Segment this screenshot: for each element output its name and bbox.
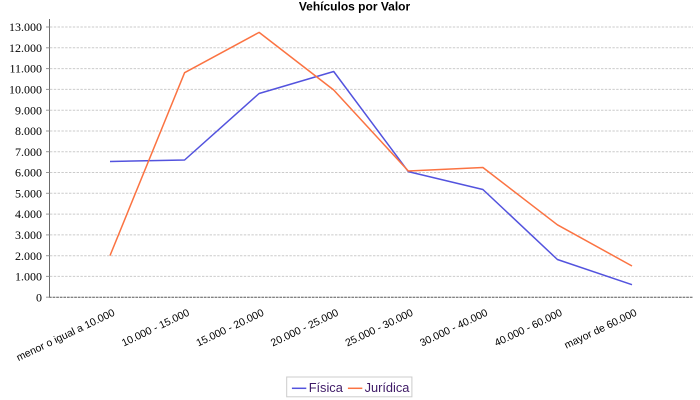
svg-text:4.000: 4.000 [15,207,42,221]
svg-text:3.000: 3.000 [15,228,42,242]
svg-text:9.000: 9.000 [15,103,42,117]
svg-text:10.000: 10.000 [9,83,42,97]
svg-text:1.000: 1.000 [15,270,42,284]
svg-text:8.000: 8.000 [15,124,42,138]
svg-text:13.000: 13.000 [9,20,42,34]
svg-text:Vehículos por Valor: Vehículos por Valor [299,0,411,14]
svg-text:Física: Física [309,380,344,395]
svg-text:12.000: 12.000 [9,41,42,55]
svg-text:7.000: 7.000 [15,145,42,159]
svg-text:6.000: 6.000 [15,166,42,180]
svg-text:11.000: 11.000 [9,62,42,76]
svg-text:Jurídica: Jurídica [365,380,411,395]
svg-text:0: 0 [36,290,42,304]
svg-text:5.000: 5.000 [15,186,42,200]
svg-text:2.000: 2.000 [15,249,42,263]
